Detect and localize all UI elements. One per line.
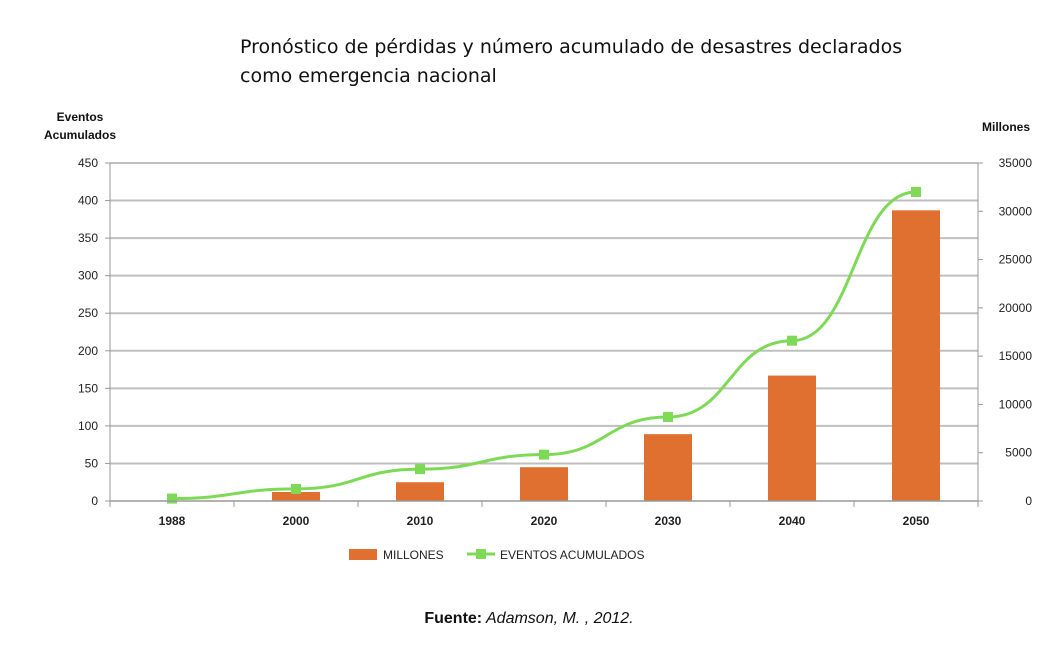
- y-left-tick-label: 350: [78, 231, 98, 245]
- line-marker: [415, 464, 425, 475]
- line-marker: [291, 483, 301, 494]
- chart-title-line-1: Pronóstico de pérdidas y número acumulad…: [240, 36, 903, 58]
- y-left-tick-label: 100: [78, 419, 98, 433]
- y-right-tick-label: 30000: [999, 204, 1033, 218]
- legend-swatch-millones: [349, 549, 377, 560]
- y-right-tick-label: 35000: [999, 156, 1033, 170]
- y-right-tick-label: 20000: [999, 301, 1033, 315]
- bar: [768, 375, 816, 501]
- y-right-tick-label: 5000: [1005, 446, 1032, 460]
- source-note: Fuente: Adamson, M. , 2012.: [0, 610, 1058, 628]
- axis-labels: Eventos Acumulados Millones: [44, 110, 1030, 142]
- x-tick-label: 2030: [655, 514, 682, 528]
- line-series-eventos-acumulados: [167, 186, 921, 504]
- chart-area: 0 50 100 150 200 250 300 350 400 450 0 5000 10000 150…: [44, 110, 1032, 562]
- x-tick-label: 1988: [159, 514, 186, 528]
- x-tick-label: 2000: [283, 514, 310, 528]
- y-right-tick-label: 25000: [999, 253, 1033, 267]
- y-left-axis-title-line-2: Acumulados: [44, 128, 116, 142]
- bar: [520, 467, 568, 501]
- line-marker: [911, 186, 921, 197]
- source-reference: Adamson, M. , 2012.: [482, 610, 634, 627]
- y-left-tick-label: 300: [78, 269, 98, 283]
- bar-series-millones: [272, 210, 940, 501]
- line-marker: [539, 449, 549, 460]
- bar: [892, 210, 940, 501]
- source-label: Fuente:: [424, 610, 483, 627]
- bar: [272, 491, 320, 501]
- axes: 0 50 100 150 200 250 300 350 400 450 0 5000 10000 150…: [78, 156, 1032, 528]
- y-left-axis-title-line-1: Eventos: [57, 110, 104, 124]
- chart-title: Pronóstico de pérdidas y número acumulad…: [240, 33, 940, 91]
- gridlines: [110, 162, 978, 465]
- legend-swatch-eventos-marker: [476, 549, 486, 559]
- legend-label-eventos-acumulados: EVENTOS ACUMULADOS: [500, 548, 644, 562]
- legend: MILLONES EVENTOS ACUMULADOS: [349, 548, 644, 562]
- x-tick-label: 2020: [531, 514, 558, 528]
- y-left-tick-label: 0: [91, 494, 98, 508]
- line-marker: [787, 335, 797, 346]
- y-right-tick-label: 15000: [999, 349, 1033, 363]
- chart-title-line-2: como emergencia nacional: [240, 65, 497, 87]
- y-right-axis-title: Millones: [982, 120, 1030, 134]
- series-line: [171, 190, 917, 501]
- y-left-tick-label: 50: [85, 456, 99, 470]
- y-left-tick-label: 400: [78, 194, 98, 208]
- line-marker: [167, 493, 177, 504]
- y-left-tick-label: 200: [78, 344, 98, 358]
- bar: [644, 434, 692, 501]
- y-left-tick-label: 450: [78, 156, 98, 170]
- y-left-tick-label: 250: [78, 306, 98, 320]
- bar: [396, 482, 444, 501]
- y-left-tick-label: 150: [78, 381, 98, 395]
- x-tick-label: 2010: [407, 514, 434, 528]
- x-tick-label: 2040: [779, 514, 806, 528]
- x-tick-label: 2050: [903, 514, 930, 528]
- line-marker: [663, 411, 673, 422]
- legend-label-millones: MILLONES: [383, 548, 444, 562]
- y-right-tick-label: 10000: [999, 397, 1033, 411]
- y-right-tick-label: 0: [1025, 494, 1032, 508]
